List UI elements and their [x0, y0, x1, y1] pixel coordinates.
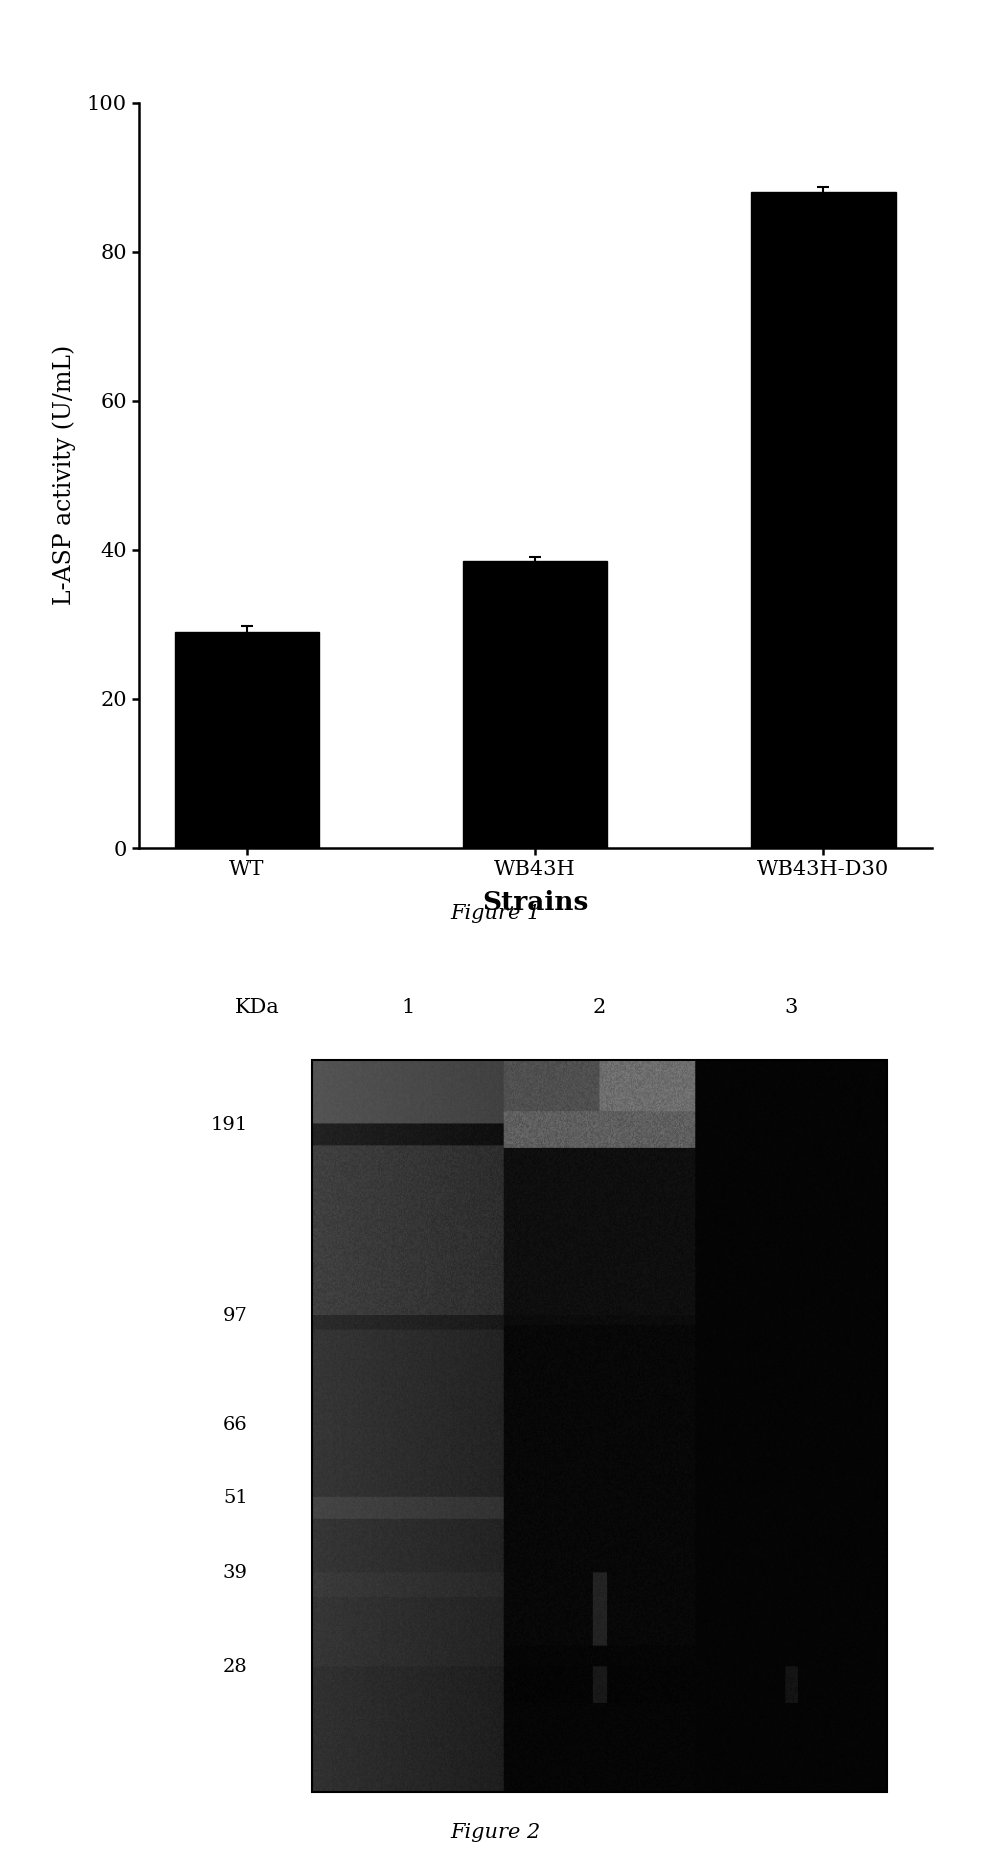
Text: Figure 2: Figure 2: [450, 1823, 541, 1842]
Text: 2: 2: [593, 997, 606, 1018]
Text: 39: 39: [223, 1564, 248, 1583]
Bar: [463, 561, 607, 848]
Text: 66: 66: [223, 1417, 248, 1433]
Text: Figure 1: Figure 1: [450, 904, 541, 923]
Bar: [312, 1061, 887, 1791]
Text: 3: 3: [785, 997, 798, 1018]
Text: 28: 28: [223, 1657, 248, 1676]
X-axis label: Strains: Strains: [482, 889, 589, 915]
Text: 51: 51: [223, 1489, 248, 1506]
Text: 1: 1: [401, 997, 414, 1018]
Y-axis label: L-ASP activity (U/mL): L-ASP activity (U/mL): [53, 345, 75, 606]
Text: KDa: KDa: [235, 997, 280, 1018]
Text: 191: 191: [210, 1117, 248, 1133]
Bar: [174, 632, 319, 848]
Text: 97: 97: [223, 1307, 248, 1325]
Bar: [751, 192, 896, 848]
